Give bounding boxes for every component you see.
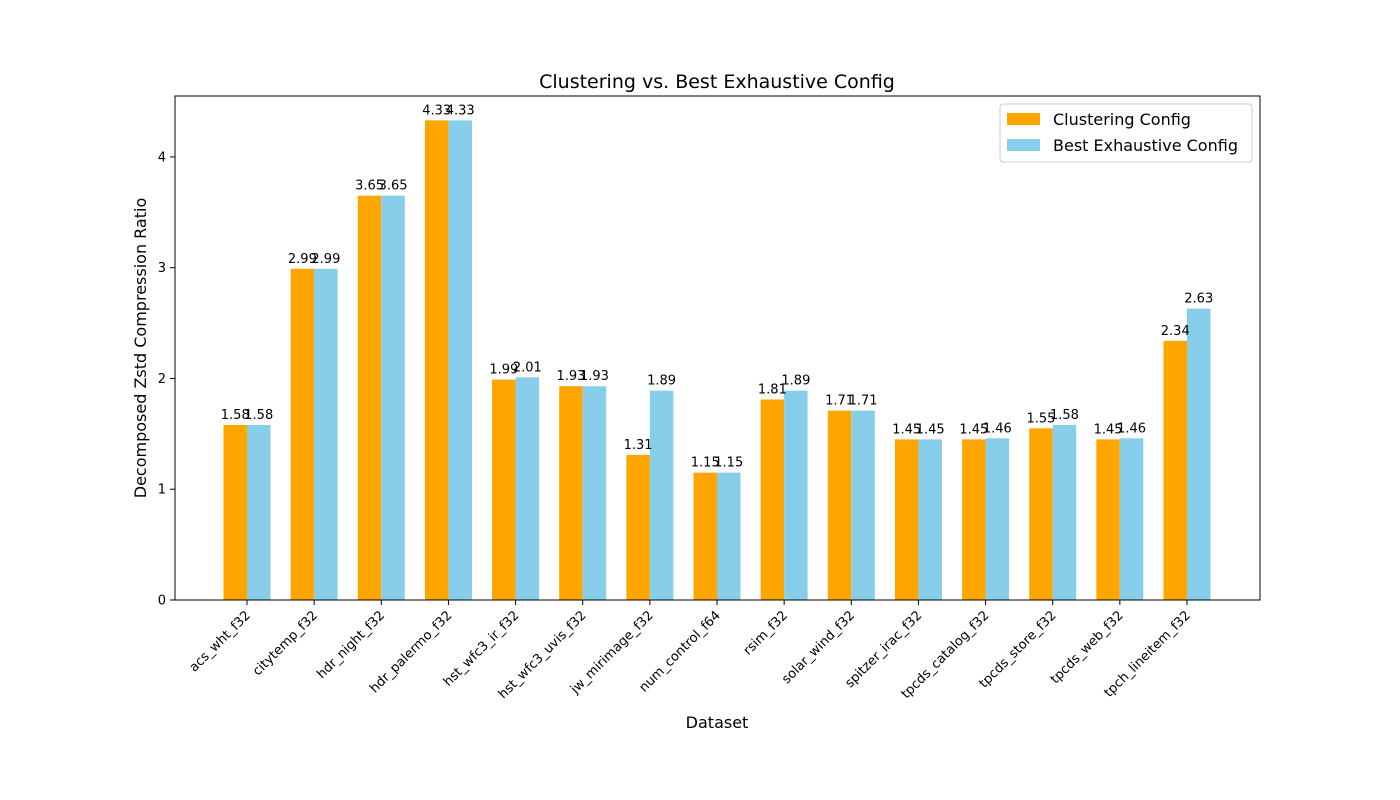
legend-label-exhaustive: Best Exhaustive Config bbox=[1053, 136, 1238, 155]
bar-exhaustive-num_control_f64 bbox=[717, 472, 741, 600]
data-label-exhaustive-hdr_palermo_f32: 4.33 bbox=[446, 103, 475, 118]
bar-clustering-hst_wfc3_ir_f32 bbox=[492, 379, 516, 600]
data-label-exhaustive-tpcds_catalog_f32: 1.46 bbox=[983, 421, 1012, 436]
legend-label-clustering: Clustering Config bbox=[1053, 110, 1191, 129]
bar-exhaustive-tpcds_store_f32 bbox=[1052, 424, 1077, 600]
y-tick-label-4: 4 bbox=[158, 150, 166, 165]
bar-exhaustive-hst_wfc3_ir_f32 bbox=[515, 377, 540, 600]
x-axis-title: Dataset bbox=[686, 713, 749, 732]
bar-exhaustive-tpcds_web_f32 bbox=[1119, 438, 1144, 600]
legend: Clustering Config Best Exhaustive Config bbox=[999, 103, 1253, 163]
data-label-exhaustive-acs_wht_f32: 1.58 bbox=[244, 408, 273, 423]
data-label-clustering-rsim_f32: 1.81 bbox=[758, 383, 787, 398]
x-tick-label-hdr_night_f32: hdr_night_f32 bbox=[314, 608, 388, 682]
legend-swatch-exhaustive bbox=[1007, 139, 1040, 151]
bar-exhaustive-hdr_night_f32 bbox=[381, 195, 405, 600]
data-label-clustering-tpcds_catalog_f32: 1.45 bbox=[959, 422, 988, 437]
bar-exhaustive-solar_wind_f32 bbox=[851, 410, 875, 600]
plot-frame bbox=[174, 95, 1261, 601]
y-tick-label-2: 2 bbox=[158, 372, 166, 387]
x-tick-label-rsim_f32: rsim_f32 bbox=[741, 608, 791, 658]
data-label-exhaustive-jw_mirimage_f32: 1.89 bbox=[647, 374, 676, 389]
data-label-clustering-num_control_f64: 1.15 bbox=[691, 456, 720, 471]
bar-clustering-rsim_f32 bbox=[760, 399, 785, 600]
data-label-clustering-acs_wht_f32: 1.58 bbox=[221, 408, 250, 423]
data-label-clustering-citytemp_f32: 2.99 bbox=[288, 252, 317, 267]
data-label-exhaustive-solar_wind_f32: 1.71 bbox=[849, 394, 878, 409]
bar-clustering-tpcds_store_f32 bbox=[1029, 428, 1053, 600]
data-label-exhaustive-spitzer_irac_f32: 1.45 bbox=[916, 422, 945, 437]
data-label-exhaustive-tpcds_store_f32: 1.58 bbox=[1050, 408, 1079, 423]
data-label-clustering-jw_mirimage_f32: 1.31 bbox=[624, 438, 653, 453]
data-label-exhaustive-hst_wfc3_uvis_f32: 1.93 bbox=[580, 369, 609, 384]
bar-clustering-spitzer_irac_f32 bbox=[894, 439, 919, 600]
y-tick-label-0: 0 bbox=[158, 594, 166, 609]
bar-exhaustive-tpcds_catalog_f32 bbox=[985, 438, 1010, 600]
data-label-exhaustive-num_control_f64: 1.15 bbox=[714, 456, 743, 471]
x-tick-label-acs_wht_f32: acs_wht_f32 bbox=[187, 608, 254, 675]
bar-clustering-hdr_palermo_f32 bbox=[424, 120, 449, 601]
bar-exhaustive-acs_wht_f32 bbox=[247, 424, 271, 600]
bar-exhaustive-citytemp_f32 bbox=[314, 268, 338, 600]
data-label-clustering-tpcds_store_f32: 1.55 bbox=[1026, 411, 1055, 426]
data-label-exhaustive-tpcds_web_f32: 1.46 bbox=[1117, 421, 1146, 436]
bar-exhaustive-jw_mirimage_f32 bbox=[649, 390, 674, 600]
bar-clustering-tpcds_catalog_f32 bbox=[962, 439, 986, 600]
data-label-clustering-tpcds_web_f32: 1.45 bbox=[1094, 422, 1123, 437]
bar-exhaustive-spitzer_irac_f32 bbox=[918, 439, 942, 600]
bar-exhaustive-hst_wfc3_uvis_f32 bbox=[582, 386, 607, 600]
data-label-clustering-spitzer_irac_f32: 1.45 bbox=[892, 422, 921, 437]
bar-clustering-tpch_lineitem_f32 bbox=[1163, 340, 1187, 600]
data-label-exhaustive-rsim_f32: 1.89 bbox=[781, 374, 810, 389]
data-label-clustering-solar_wind_f32: 1.71 bbox=[825, 394, 854, 409]
bar-clustering-hdr_night_f32 bbox=[357, 195, 382, 600]
bar-clustering-tpcds_web_f32 bbox=[1096, 439, 1120, 600]
bar-clustering-jw_mirimage_f32 bbox=[626, 454, 650, 600]
data-label-exhaustive-hst_wfc3_ir_f32: 2.01 bbox=[513, 360, 542, 375]
bar-clustering-citytemp_f32 bbox=[290, 268, 315, 600]
legend-swatch-clustering bbox=[1007, 113, 1040, 125]
data-label-clustering-hdr_night_f32: 3.65 bbox=[355, 179, 384, 194]
bar-exhaustive-hdr_palermo_f32 bbox=[448, 120, 472, 601]
data-labels-layer: 1.581.582.992.993.653.654.334.331.992.01… bbox=[221, 103, 1213, 470]
bars-layer bbox=[223, 120, 1211, 601]
bar-clustering-hst_wfc3_uvis_f32 bbox=[559, 386, 583, 600]
data-label-exhaustive-hdr_night_f32: 3.65 bbox=[379, 179, 408, 194]
x-tick-label-citytemp_f32: citytemp_f32 bbox=[250, 608, 321, 679]
bar-clustering-acs_wht_f32 bbox=[223, 424, 247, 600]
data-label-clustering-tpch_lineitem_f32: 2.34 bbox=[1161, 324, 1190, 339]
bar-exhaustive-rsim_f32 bbox=[784, 390, 808, 600]
data-label-clustering-hdr_palermo_f32: 4.33 bbox=[422, 103, 451, 118]
bar-clustering-num_control_f64 bbox=[693, 472, 717, 600]
data-label-clustering-hst_wfc3_uvis_f32: 1.93 bbox=[556, 369, 585, 384]
y-tick-label-1: 1 bbox=[158, 483, 166, 498]
y-axis-title: Decomposed Zstd Compression Ratio bbox=[131, 198, 150, 499]
data-label-clustering-hst_wfc3_ir_f32: 1.99 bbox=[489, 363, 518, 378]
bar-exhaustive-tpch_lineitem_f32 bbox=[1187, 308, 1211, 600]
chart-title: Clustering vs. Best Exhaustive Config bbox=[539, 71, 895, 93]
y-tick-label-3: 3 bbox=[158, 261, 166, 276]
data-label-exhaustive-citytemp_f32: 2.99 bbox=[311, 252, 340, 267]
data-label-exhaustive-tpch_lineitem_f32: 2.63 bbox=[1184, 292, 1213, 307]
bar-clustering-solar_wind_f32 bbox=[827, 410, 852, 600]
legend-box bbox=[999, 103, 1253, 163]
